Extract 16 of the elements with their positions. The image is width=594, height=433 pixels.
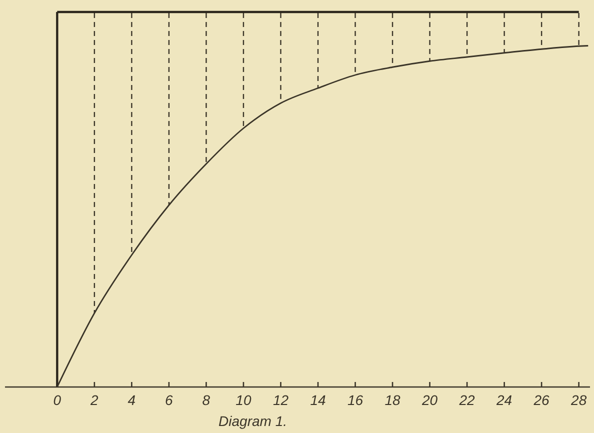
x-tick-label: 14 [310,392,326,408]
x-tick-label: 12 [272,392,289,408]
x-tick-label: 16 [347,392,364,408]
x-tick-label: 26 [532,392,550,408]
x-tick-label: 20 [420,392,438,408]
x-tick-label: 2 [90,392,99,408]
x-tick-label: 4 [128,392,136,408]
text: Diagram 1. [218,413,288,429]
x-tick-label: 10 [236,392,252,408]
x-tick-label: 8 [202,392,210,408]
x-tick-label: 28 [570,392,587,408]
x-tick-label: 18 [384,392,401,408]
x-tick-label: 22 [458,392,476,408]
x-tick-label: 6 [165,392,174,408]
x-tick-label: 24 [496,392,512,408]
x-tick-label: 0 [53,392,62,408]
